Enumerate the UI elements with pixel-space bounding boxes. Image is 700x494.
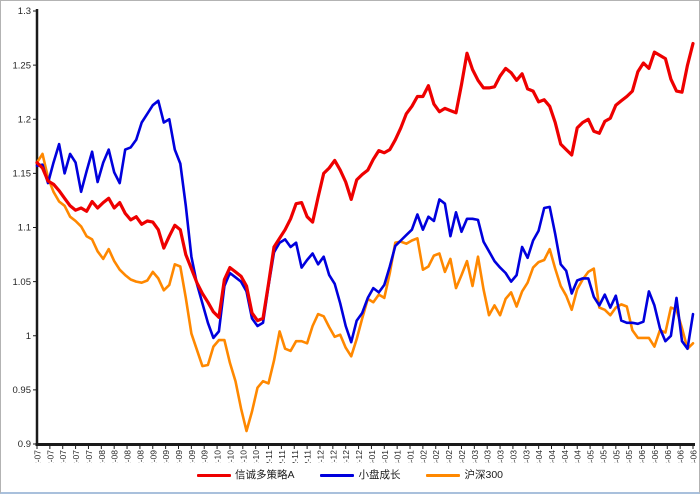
x-tick-label: 22-09 [187, 450, 197, 463]
legend-label-smallcap-growth: 小盘成长 [358, 468, 401, 481]
chart-legend: 信诚多策略A 小盘成长 沪深300 [1, 467, 699, 483]
x-tick-label: 22-08 [135, 450, 145, 463]
x-tick-label: 22-10 [225, 450, 235, 463]
x-tick-label: 22-12 [328, 450, 338, 463]
x-tick-label: 22-09 [200, 450, 210, 463]
x-tick-label: 22-07 [58, 450, 68, 463]
x-tick-label: 22-08 [123, 450, 133, 463]
legend-swatch-smallcap-growth [320, 473, 355, 477]
legend-item-csi300: 沪深300 [426, 470, 503, 481]
x-tick-label: 22-10 [238, 450, 248, 463]
x-tick-label: 22-07 [71, 450, 81, 463]
x-tick-label: 23-02 [431, 450, 441, 463]
x-tick-label: 23-03 [521, 450, 531, 463]
y-tick-label: 1.15 [13, 169, 32, 180]
legend-label-fund: 信诚多策略A [234, 468, 295, 481]
series-line-信诚多策略A [35, 41, 695, 323]
x-tick-label: 23-05 [598, 450, 608, 463]
x-tick-label: 23-03 [470, 450, 480, 463]
y-tick-label: 1.25 [13, 60, 32, 71]
y-tick-label: 1.2 [18, 114, 31, 125]
x-tick-label: 23-03 [508, 450, 518, 463]
x-tick-label: 23-01 [406, 450, 416, 463]
x-tick-label: 23-03 [483, 450, 493, 463]
x-tick-label: 23-02 [457, 450, 467, 463]
x-tick-label: 22-09 [161, 450, 171, 463]
x-tick-label: 22-08 [110, 450, 120, 463]
x-tick-label: 23-04 [573, 450, 583, 463]
x-tick-label: 22-07 [84, 450, 94, 463]
x-tick-label: 23-05 [586, 450, 596, 463]
legend-label-csi300: 沪深300 [464, 468, 504, 481]
x-tick-label: 22-08 [97, 450, 107, 463]
x-tick-label: 22-11 [290, 450, 300, 463]
legend-swatch-csi300 [426, 473, 461, 477]
x-tick-label: 23-06 [637, 450, 647, 463]
y-tick-label: 0.9 [18, 439, 31, 450]
x-tick-label: 23-02 [444, 450, 454, 463]
x-tick-label: 22-09 [174, 450, 184, 463]
legend-item-smallcap-growth: 小盘成长 [320, 470, 400, 481]
x-tick-label: 23-04 [547, 450, 557, 463]
x-tick-label: 23-04 [560, 450, 570, 463]
y-tick-label: 1.1 [18, 223, 31, 234]
x-tick-label: 23-03 [496, 450, 506, 463]
x-tick-label: 22-09 [148, 450, 158, 463]
y-tick-label: 0.95 [13, 385, 32, 396]
x-tick-label: 23-05 [624, 450, 634, 463]
y-tick-label: 1.05 [13, 277, 32, 288]
x-tick-label: 23-02 [418, 450, 428, 463]
x-tick-label: 23-06 [676, 450, 686, 463]
x-tick-label: 23-01 [367, 450, 377, 463]
x-tick-label: 22-07 [33, 450, 43, 463]
series-line-沪深300 [35, 152, 695, 433]
y-tick-label: 1 [26, 331, 31, 342]
x-tick-label: 22-10 [251, 450, 261, 463]
x-tick-label: 23-06 [689, 450, 699, 463]
x-tick-label: 22-11 [264, 450, 274, 463]
x-tick-label: 22-07 [45, 450, 55, 463]
x-tick-label: 23-06 [650, 450, 660, 463]
x-tick-label: 22-12 [354, 450, 364, 463]
x-tick-label: 22-11 [303, 450, 313, 463]
y-tick-label: 1.3 [18, 6, 31, 17]
x-tick-label: 22-12 [315, 450, 325, 463]
x-tick-label: 23-05 [611, 450, 621, 463]
x-tick-label: 22-12 [341, 450, 351, 463]
legend-item-fund: 信诚多策略A [196, 468, 295, 481]
x-tick-label: 22-11 [277, 450, 287, 463]
x-tick-label: 23-01 [393, 450, 403, 463]
x-tick-label: 23-06 [663, 450, 673, 463]
series-line-小盘成长 [35, 99, 695, 351]
x-tick-label: 22-10 [213, 450, 223, 463]
x-tick-label: 23-01 [380, 450, 390, 463]
legend-swatch-fund [196, 473, 231, 477]
x-tick-label: 23-04 [534, 450, 544, 463]
